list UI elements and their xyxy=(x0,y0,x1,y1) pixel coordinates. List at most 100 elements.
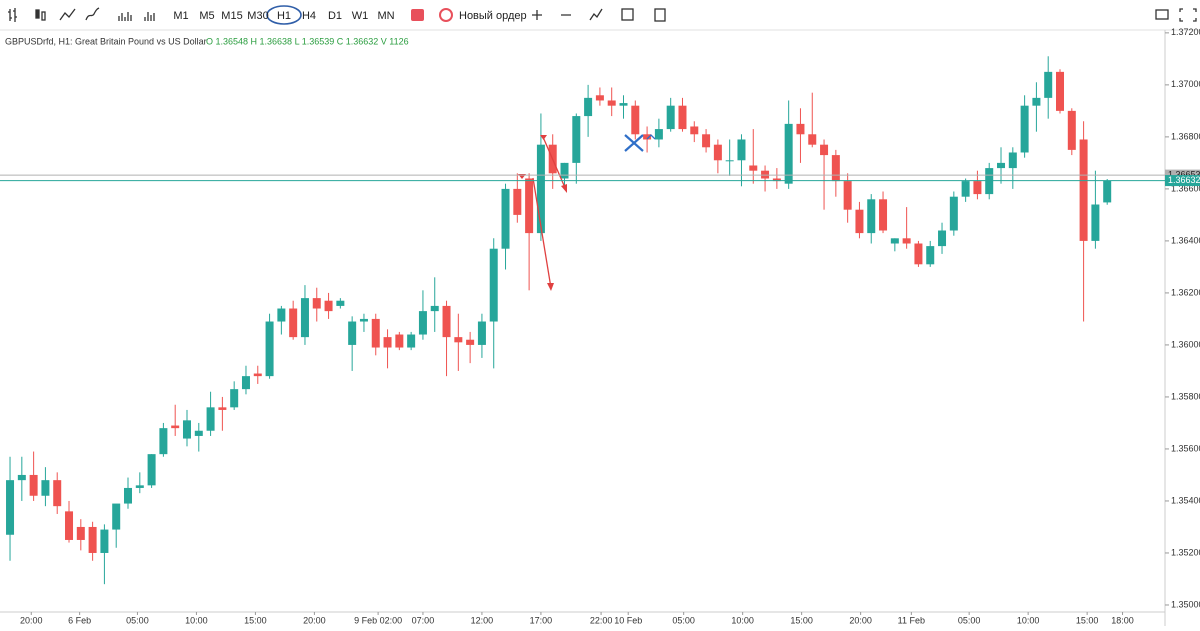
candle-body xyxy=(867,199,876,234)
candle-body xyxy=(619,103,628,106)
arrow-head xyxy=(561,184,567,193)
candle-body xyxy=(253,373,262,377)
timeframe-button[interactable]: M15 xyxy=(221,10,242,22)
candle-body xyxy=(525,178,534,234)
ohlc-label: O 1.36548 H 1.36638 L 1.36539 C 1.36632 … xyxy=(206,36,409,46)
candle-body xyxy=(6,480,15,535)
candle-body xyxy=(890,238,899,244)
price-tag-label: 1.36632 xyxy=(1168,175,1200,185)
candle-body xyxy=(961,181,970,197)
chart-title: GBPUSDrfd, H1: Great Britain Pound vs US… xyxy=(5,36,207,46)
x-tick-label: 9 Feb 02:00 xyxy=(354,615,402,625)
marker xyxy=(518,135,547,179)
candle-body xyxy=(796,123,805,135)
y-tick-label: 1.36000 xyxy=(1171,339,1200,349)
candle-body xyxy=(1056,71,1065,111)
candle-body xyxy=(973,181,982,195)
cross-marker[interactable] xyxy=(624,134,644,152)
new-order-button[interactable]: Новый ордер xyxy=(459,10,527,22)
y-tick-label: 1.36800 xyxy=(1171,131,1200,141)
candle-body xyxy=(1044,71,1053,98)
candle-body xyxy=(584,97,593,117)
candle-body xyxy=(501,188,510,249)
candle-body xyxy=(631,105,640,135)
y-tick-label: 1.37000 xyxy=(1171,79,1200,89)
x-tick-label: 15:00 xyxy=(1076,615,1099,625)
candle-body xyxy=(407,334,416,348)
y-tick-label: 1.37200 xyxy=(1171,27,1200,37)
candles xyxy=(6,56,1112,585)
price-tag-label: 1.36653 xyxy=(1168,169,1200,179)
candle-body xyxy=(29,474,38,496)
candle-body xyxy=(560,162,569,179)
candle-body xyxy=(702,134,711,148)
candle-body xyxy=(442,305,451,338)
timeframe-button[interactable]: D1 xyxy=(328,10,342,22)
price-tag xyxy=(1165,175,1200,187)
x-tick-label: 17:00 xyxy=(530,615,553,625)
x-tick-label: 15:00 xyxy=(790,615,813,625)
x-tick-label: 05:00 xyxy=(126,615,149,625)
timeframe-button[interactable]: M1 xyxy=(173,10,188,22)
candle-body xyxy=(949,196,958,231)
candle-body xyxy=(489,248,498,322)
timeframe-button[interactable]: M5 xyxy=(199,10,214,22)
x-tick-label: 10:00 xyxy=(731,615,754,625)
candle-body xyxy=(1020,105,1029,153)
candle-body xyxy=(1091,204,1100,241)
x-tick-label: 18:00 xyxy=(1111,615,1134,625)
toolbar: M1 M5 M15 M30 H1 H4 D1 W1 MN Новый ордер xyxy=(0,0,1200,31)
candle-body xyxy=(359,318,368,322)
candle-body xyxy=(194,430,203,436)
trade-icon[interactable] xyxy=(411,9,424,21)
candle-body xyxy=(902,238,911,244)
x-tick-label: 05:00 xyxy=(958,615,981,625)
candle-body xyxy=(513,188,522,215)
candle-body xyxy=(418,311,427,335)
candle-body xyxy=(277,308,286,322)
candle-body xyxy=(843,181,852,210)
candle-body xyxy=(265,321,274,377)
candle-body xyxy=(371,318,380,348)
y-tick-label: 1.35400 xyxy=(1171,495,1200,505)
candle-body xyxy=(230,389,239,408)
timeframe-button[interactable]: H4 xyxy=(302,10,316,22)
timeframe-button[interactable]: W1 xyxy=(352,10,369,22)
timeframe-button[interactable]: M30 xyxy=(247,10,268,22)
x-tick-label: 10:00 xyxy=(1017,615,1040,625)
candle-body xyxy=(312,298,321,309)
candle-body xyxy=(53,480,62,507)
y-tick-label: 1.35800 xyxy=(1171,391,1200,401)
candle-body xyxy=(348,321,357,345)
candle-body xyxy=(761,170,770,179)
x-tick-label: 20:00 xyxy=(303,615,326,625)
candle-body xyxy=(1079,139,1088,241)
candle-body xyxy=(289,308,298,338)
candle-body xyxy=(147,454,156,486)
chart-type-icons[interactable] xyxy=(8,7,1197,22)
timeframe-button[interactable]: H1 xyxy=(277,10,291,22)
candle-body xyxy=(772,178,781,182)
candle-body xyxy=(1067,110,1076,150)
candle-body xyxy=(737,139,746,161)
candle-body xyxy=(383,337,392,348)
timeframe-button[interactable]: MN xyxy=(377,10,394,22)
toolbar-bg xyxy=(0,0,1200,30)
candle-body xyxy=(595,95,604,101)
candle-body xyxy=(430,305,439,312)
candle-body xyxy=(643,134,652,140)
order-icon[interactable] xyxy=(439,8,453,22)
candle-body xyxy=(808,134,817,145)
arrow[interactable] xyxy=(532,177,552,289)
candle-body xyxy=(820,144,829,156)
highlight xyxy=(266,5,302,25)
arrow[interactable] xyxy=(542,136,567,191)
x-tick-label: 6 Feb xyxy=(68,615,91,625)
x-tick-label: 20:00 xyxy=(849,615,872,625)
candle-body xyxy=(41,480,50,496)
arrow-head xyxy=(547,283,554,291)
x-tick-label: 11 Feb xyxy=(898,615,925,625)
candle-body xyxy=(879,199,888,231)
